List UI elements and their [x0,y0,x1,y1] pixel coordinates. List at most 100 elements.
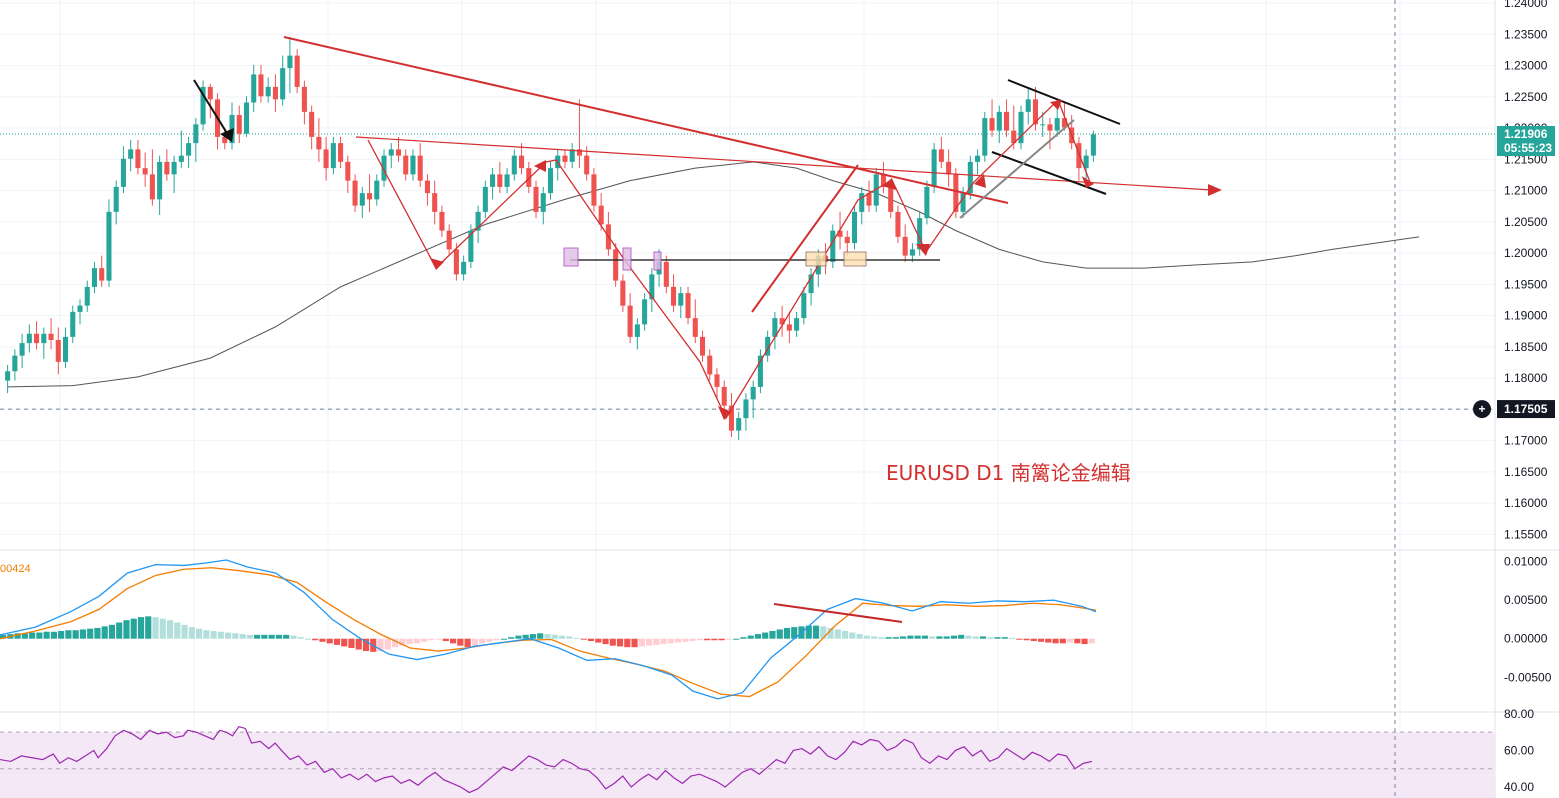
macd-divergence-line[interactable] [773,603,903,623]
black-arrow-line[interactable] [193,79,231,139]
candle-body[interactable] [171,161,177,175]
candle-body[interactable] [917,218,923,250]
candle-body[interactable] [367,193,373,200]
candle-body[interactable] [5,371,11,381]
candle-body[interactable] [475,211,481,231]
candle-body[interactable] [222,136,228,144]
candle-body[interactable] [895,211,901,237]
candle-body[interactable] [388,149,394,156]
candle-body[interactable] [902,236,908,256]
candle-body[interactable] [736,418,742,431]
candle-body[interactable] [801,293,807,319]
candle-body[interactable] [497,174,503,187]
rise-channel-top[interactable] [751,164,859,313]
candle-body[interactable] [62,336,69,362]
candle-body[interactable] [526,168,532,187]
candle-body[interactable] [569,149,575,162]
candle-body[interactable] [772,318,778,337]
candle-body[interactable] [837,230,843,237]
candle-body[interactable] [417,155,423,181]
candle-body[interactable] [888,186,894,212]
candle-body[interactable] [157,161,163,200]
candle-body[interactable] [120,158,126,187]
candle-body[interactable] [794,318,800,331]
candle-body[interactable] [359,193,365,206]
candle-body[interactable] [193,124,199,144]
candle-body[interactable] [678,293,684,306]
candle-body[interactable] [1018,111,1024,144]
candle-body[interactable] [714,374,720,387]
candle-body[interactable] [671,286,677,306]
candle-body[interactable] [70,311,76,337]
wave-path-1[interactable] [367,98,1091,420]
candle-body[interactable] [649,274,655,300]
candle-body[interactable] [953,174,959,212]
down-trendline-major[interactable] [283,36,1009,204]
candle-body[interactable] [642,299,648,325]
candle-body[interactable] [880,174,887,187]
candle-body[interactable] [432,193,438,212]
candle-body[interactable] [453,249,459,275]
candle-body[interactable] [55,340,61,362]
candle-body[interactable] [1047,124,1053,131]
candle-body[interactable] [316,136,322,150]
candle-body[interactable] [468,230,474,262]
candle-body[interactable] [265,86,271,97]
candle-body[interactable] [504,174,510,187]
candle-body[interactable] [113,186,119,212]
candle-body[interactable] [91,268,98,287]
candle-body[interactable] [142,168,148,175]
candle-body[interactable] [258,74,264,97]
candle-body[interactable] [135,149,141,169]
candle-body[interactable] [77,305,83,312]
candle-body[interactable] [461,261,467,275]
candle-body[interactable] [547,168,554,194]
candle-body[interactable] [1011,130,1017,144]
candle-body[interactable] [946,161,952,175]
candle-body[interactable] [272,86,278,100]
marker-box-2[interactable] [622,247,632,271]
candle-body[interactable] [106,211,112,281]
candle-body[interactable] [685,293,691,319]
candle-body[interactable] [1032,99,1039,125]
candle-body[interactable] [721,386,727,406]
candle-body[interactable] [699,336,706,356]
candle-body[interactable] [374,180,380,200]
candle-body[interactable] [490,174,496,187]
add-alert-icon[interactable] [1473,400,1491,419]
candle-body[interactable] [48,333,54,340]
candle-body[interactable] [34,333,40,344]
candle-body[interactable] [1054,118,1060,131]
candle-body[interactable] [576,149,582,156]
candle-body[interactable] [1090,134,1096,156]
candle-body[interactable] [909,249,915,256]
candle-body[interactable] [511,155,517,175]
candle-body[interactable] [309,111,315,137]
candle-body[interactable] [989,118,995,131]
candle-body[interactable] [830,230,836,262]
candle-body[interactable] [533,186,539,212]
candle-body[interactable] [424,180,430,194]
candle-body[interactable] [786,324,792,331]
candle-body[interactable] [975,155,981,162]
candle-body[interactable] [1083,155,1089,169]
candle-body[interactable] [12,355,18,372]
candle-body[interactable] [765,336,771,356]
candle-body[interactable] [1040,124,1046,126]
candle-body[interactable] [482,186,488,212]
candle-body[interactable] [931,149,937,187]
candle-body[interactable] [519,155,525,169]
marker-box-1[interactable] [563,247,579,267]
candle-body[interactable] [236,115,242,134]
candle-body[interactable] [287,55,293,69]
candle-body[interactable] [692,318,698,337]
candle-body[interactable] [446,230,452,250]
candle-body[interactable] [707,355,713,375]
candle-body[interactable] [808,274,814,294]
candle-body[interactable] [251,74,257,103]
candle-body[interactable] [859,193,865,212]
candle-body[interactable] [1003,111,1010,131]
candle-body[interactable] [620,280,626,306]
candle-body[interactable] [128,149,134,159]
candle-body[interactable] [866,193,872,206]
